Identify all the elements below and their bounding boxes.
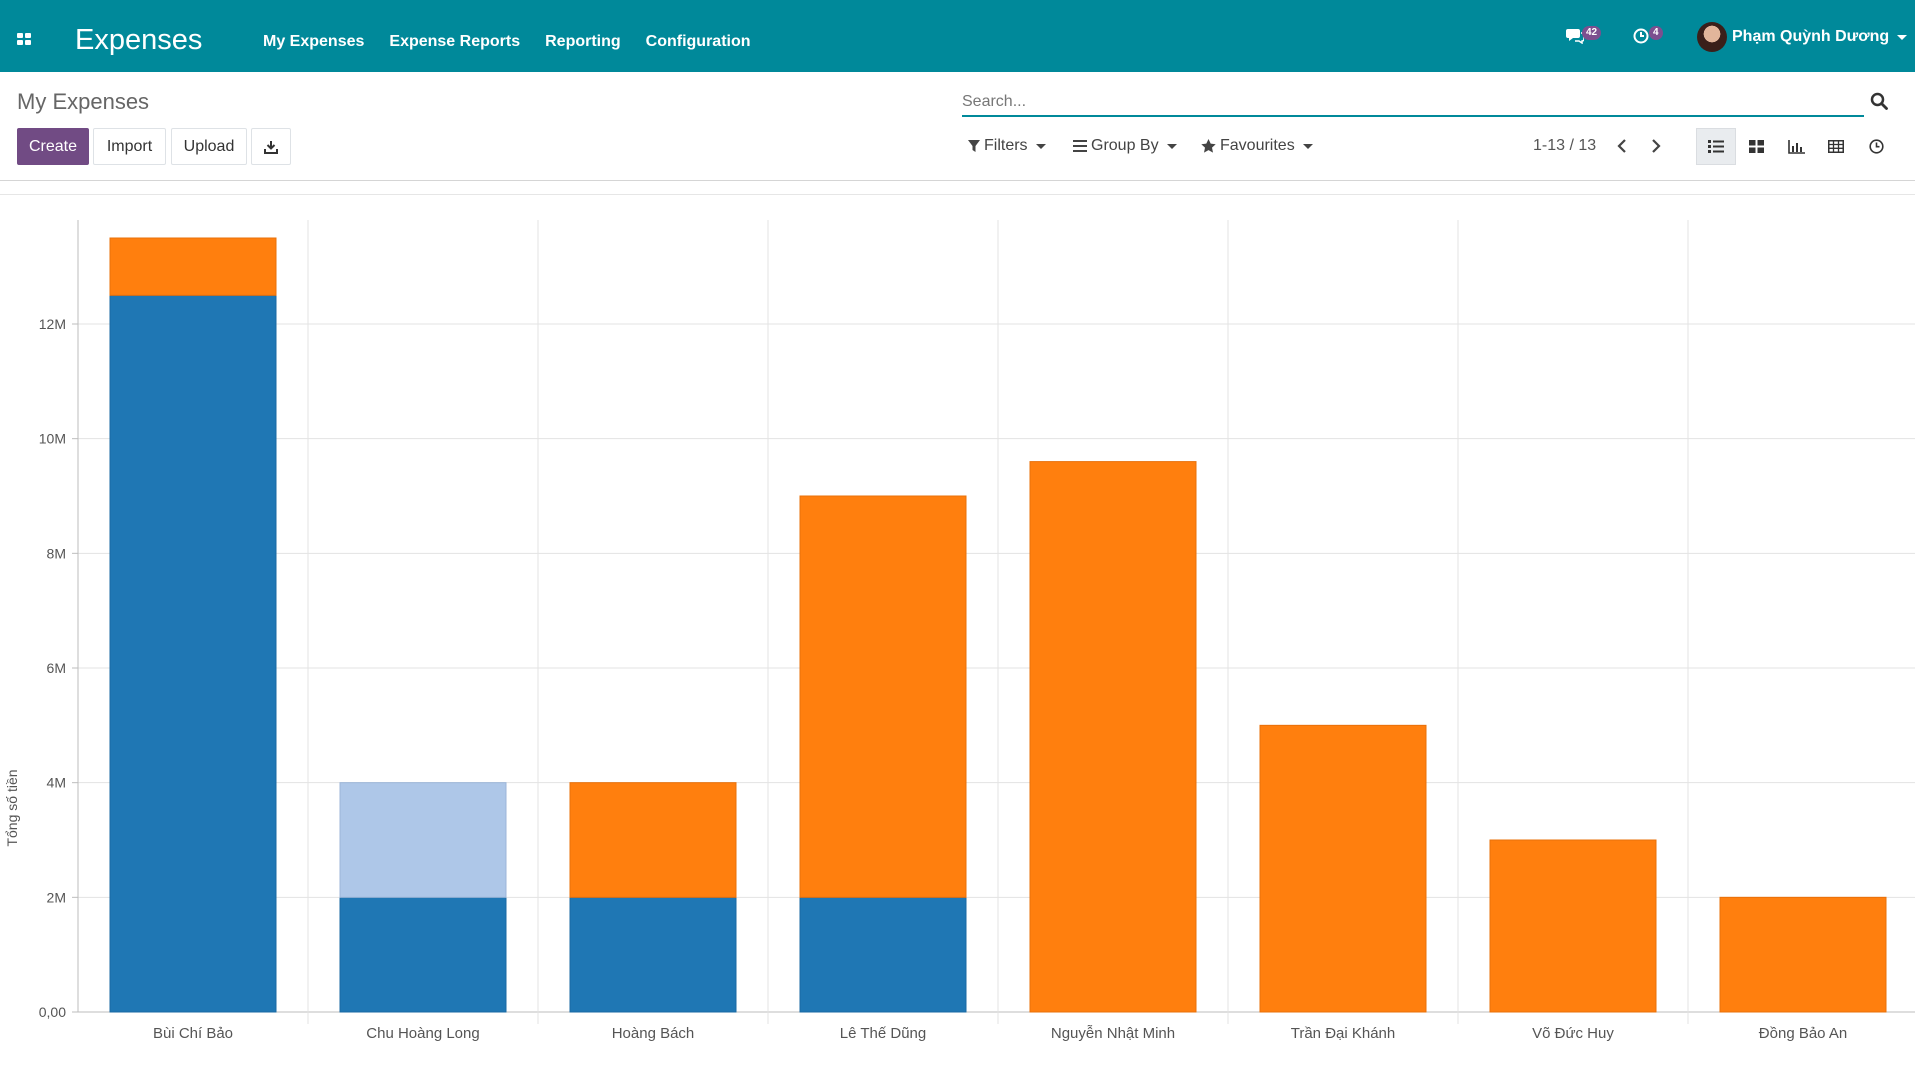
x-tick-label: Chu Hoàng Long (366, 1025, 479, 1042)
x-tick-label: Bùi Chí Bảo (153, 1025, 233, 1042)
filter-icon (968, 139, 980, 152)
pager-previous-button[interactable] (1617, 138, 1627, 159)
chart-grid (78, 220, 1915, 1024)
pivot-view-button[interactable] (1816, 128, 1856, 165)
bar-segment[interactable] (1259, 724, 1427, 1013)
pivot-icon (1828, 140, 1844, 153)
pager-next-button[interactable] (1651, 138, 1661, 159)
bar-segment[interactable] (1719, 896, 1887, 1013)
menu-item-expense-reports[interactable]: Expense Reports (389, 33, 521, 50)
search-icon[interactable] (1870, 92, 1888, 115)
group-by-dropdown[interactable]: Group By (1073, 137, 1177, 155)
chevron-down-icon (1035, 143, 1046, 149)
import-button[interactable]: Import (93, 128, 166, 165)
search-input[interactable] (962, 90, 1812, 111)
messages-badge: 42 (1582, 26, 1602, 40)
messages-button[interactable]: 42 (1566, 26, 1602, 49)
control-panel-divider (0, 180, 1915, 181)
expense-bar-chart: 0,00 2M 4M 6M 8M 10M 12M Bùi Chí Bảo Chu Hoàng L… (4, 220, 1915, 1042)
x-tick-label: Lê Thế Dũng (840, 1025, 926, 1042)
download-button[interactable] (251, 128, 291, 165)
bar-segment[interactable] (569, 782, 737, 898)
y-tick-label: 0,00 (39, 1004, 66, 1020)
create-button[interactable]: Create (17, 128, 89, 165)
x-tick-label: Trần Đại Khánh (1291, 1025, 1396, 1042)
download-icon (264, 140, 278, 154)
user-name: Phạm Quỳnh Dương (1732, 28, 1890, 45)
bar-segment[interactable] (1489, 839, 1657, 1013)
favourites-dropdown[interactable]: Favourites (1201, 137, 1313, 155)
bar-segment[interactable] (799, 896, 967, 1013)
main-menu: My Expenses Expense Reports Reporting Co… (263, 33, 776, 51)
kanban-icon (1748, 140, 1764, 153)
avatar (1697, 22, 1727, 52)
filters-dropdown[interactable]: Filters (968, 137, 1046, 155)
x-tick-label: Đồng Bảo An (1759, 1025, 1847, 1042)
y-axis-label: Tổng số tiền (4, 769, 20, 846)
y-tick-label: 8M (47, 545, 66, 561)
bar-segment[interactable] (339, 782, 507, 898)
x-tick-label: Võ Đức Huy (1532, 1025, 1614, 1042)
kanban-view-button[interactable] (1736, 128, 1776, 165)
y-tick-label: 4M (47, 775, 66, 791)
star-icon (1201, 139, 1216, 153)
chevron-right-icon (1652, 139, 1661, 153)
activities-button[interactable]: 4 (1633, 26, 1663, 49)
favourites-label: Favourites (1220, 137, 1295, 154)
pager-value[interactable]: 1-13 / 13 (1533, 137, 1597, 154)
bar-segment[interactable] (339, 896, 507, 1013)
x-tick-label: Nguyễn Nhật Minh (1051, 1025, 1175, 1042)
app-title[interactable]: Expenses (75, 24, 203, 56)
chevron-down-icon (1302, 143, 1313, 149)
clock-icon (1633, 28, 1649, 44)
y-tick-label: 6M (47, 660, 66, 676)
bars-icon (1073, 140, 1087, 152)
menu-item-configuration[interactable]: Configuration (645, 33, 751, 50)
chart-bars (109, 237, 1887, 1013)
bar-segment[interactable] (799, 495, 967, 898)
page-title: My Expenses (17, 89, 150, 114)
bar-segment[interactable] (1029, 461, 1197, 1013)
chart-axes: 0,00 2M 4M 6M 8M 10M 12M Bùi Chí Bảo Chu Hoàng L… (39, 220, 1847, 1042)
upload-button[interactable]: Upload (171, 128, 247, 165)
group-by-label: Group By (1091, 137, 1159, 154)
graph-icon (1787, 139, 1805, 154)
activities-badge: 4 (1649, 26, 1663, 40)
top-navbar: Expenses My Expenses Expense Reports Rep… (0, 0, 1915, 72)
apps-menu-icon[interactable] (17, 33, 33, 46)
chevron-down-icon (1166, 143, 1177, 149)
bar-segment[interactable] (109, 237, 277, 296)
list-icon (1708, 140, 1724, 153)
content-divider (0, 194, 1915, 195)
chevron-left-icon (1617, 139, 1626, 153)
bar-segment[interactable] (569, 896, 737, 1013)
activity-view-button[interactable] (1856, 128, 1896, 165)
y-tick-label: 12M (39, 316, 66, 332)
user-menu[interactable]: Phạm Quỳnh Dương (1697, 22, 1908, 52)
activity-icon (1868, 139, 1884, 154)
menu-item-reporting[interactable]: Reporting (545, 33, 621, 50)
filters-label: Filters (984, 137, 1028, 154)
menu-item-my-expenses[interactable]: My Expenses (263, 33, 365, 50)
search-bar (962, 90, 1864, 117)
y-tick-label: 2M (47, 889, 66, 905)
chevron-down-icon (1897, 34, 1908, 40)
x-tick-label: Hoàng Bách (612, 1025, 695, 1042)
y-tick-label: 10M (39, 431, 66, 447)
list-view-button[interactable] (1696, 128, 1736, 165)
graph-view-button[interactable] (1776, 128, 1816, 165)
bar-segment[interactable] (109, 294, 277, 1013)
